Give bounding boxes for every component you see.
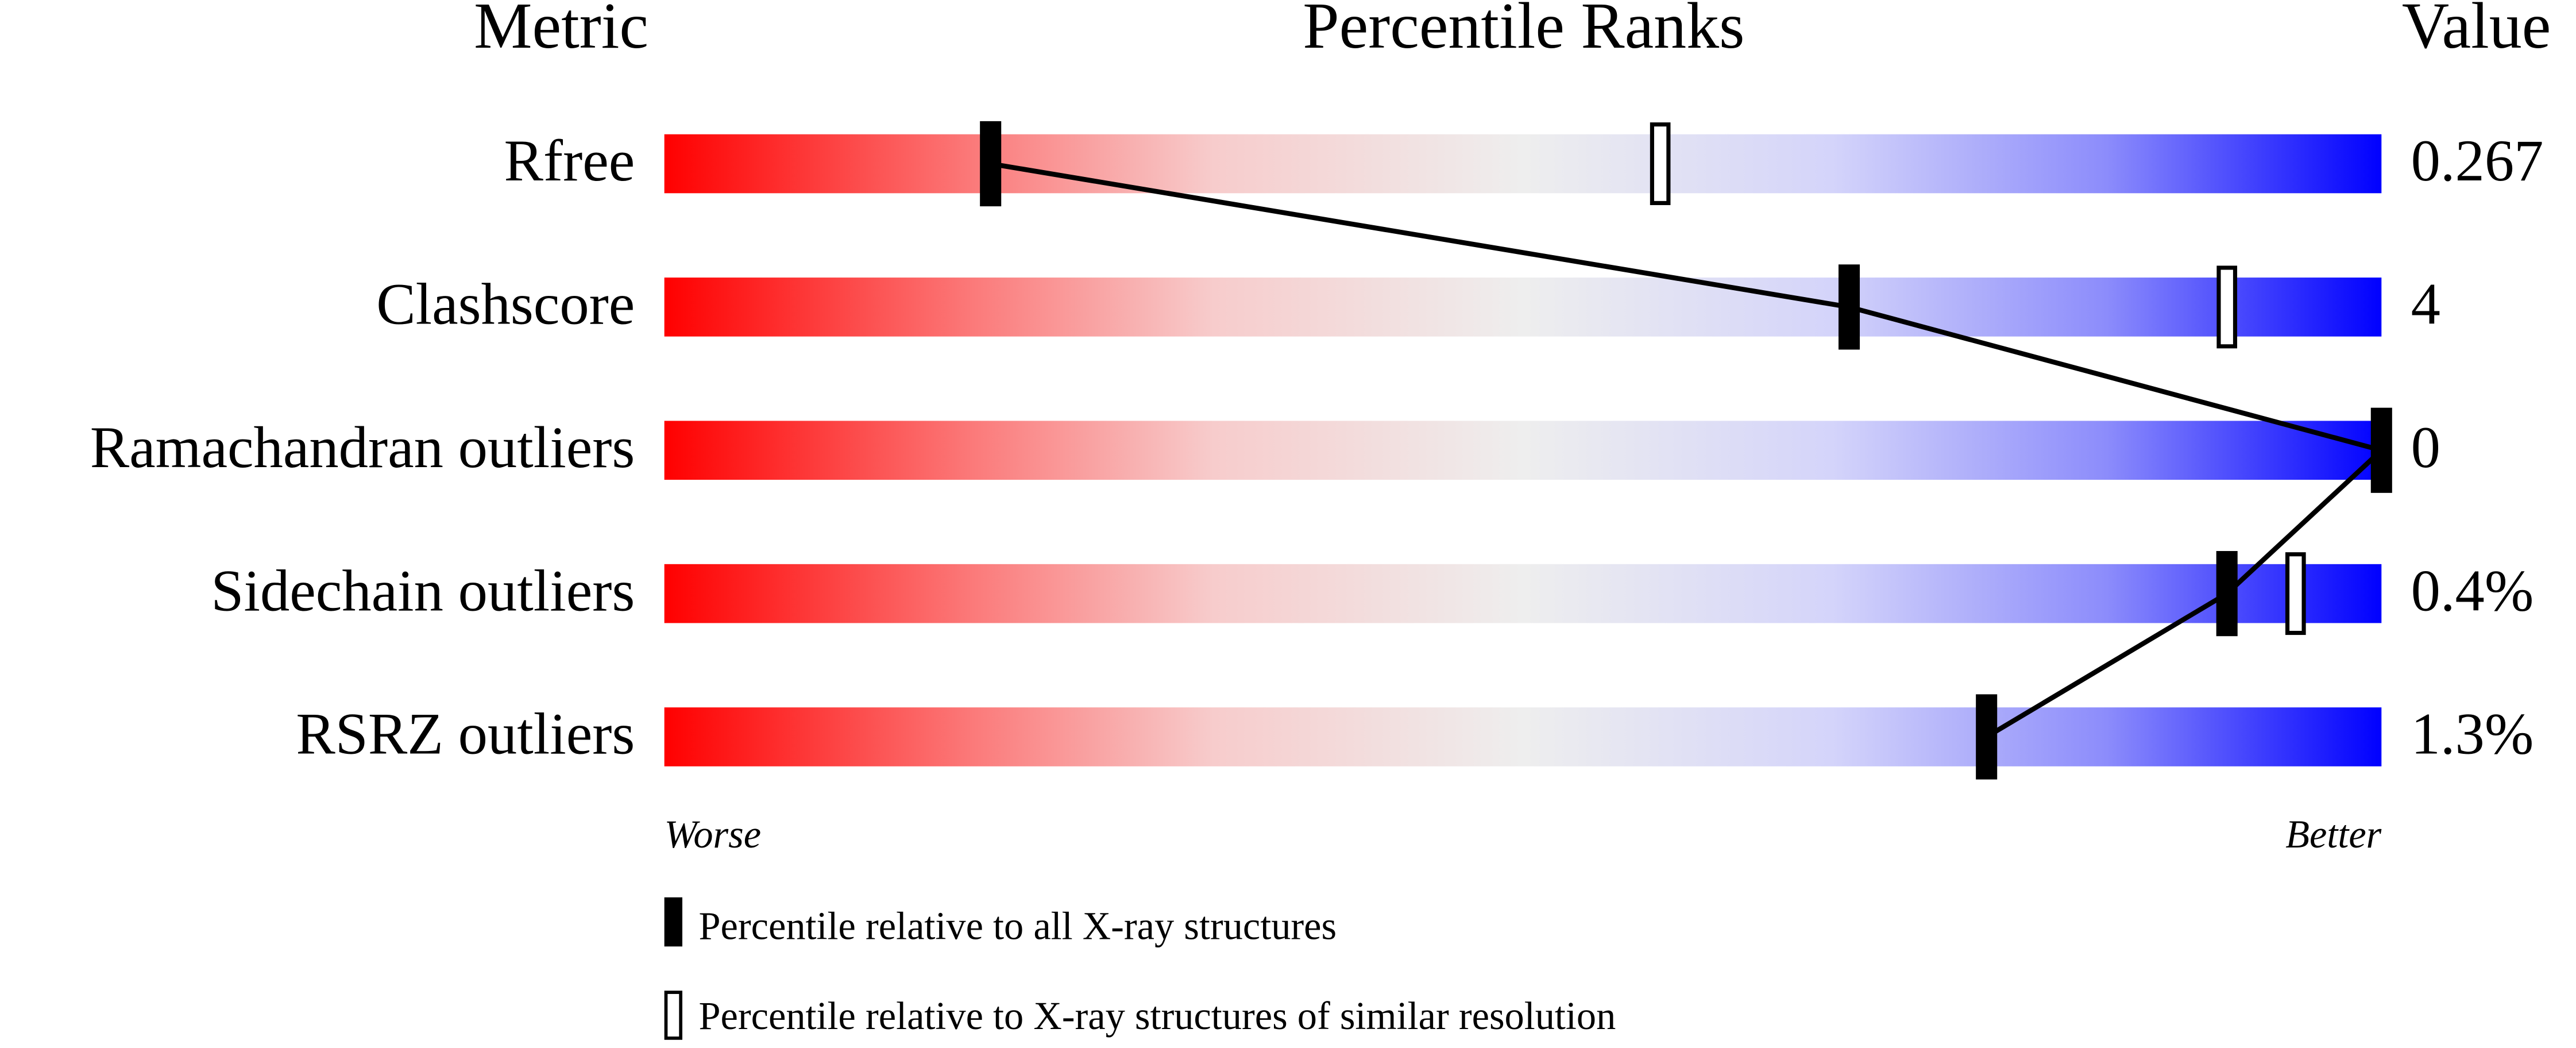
metric-value: 0 [2411, 415, 2440, 480]
worse-label: Worse [665, 812, 761, 856]
legend-label: Percentile relative to X-ray structures … [698, 994, 1616, 1038]
metric-label: Rfree [504, 129, 635, 194]
percentile-bar [664, 564, 2382, 623]
header-percentile: Percentile Ranks [1303, 0, 1744, 62]
absolute-marker [2370, 407, 2392, 493]
header-metric: Metric [474, 0, 648, 62]
absolute-marker [980, 121, 1002, 207]
absolute-marker [2216, 551, 2238, 637]
absolute-marker [1838, 264, 1860, 350]
metric-value: 0.267 [2411, 129, 2544, 194]
absolute-marker [1976, 694, 1998, 780]
header-value: Value [2402, 0, 2551, 62]
metric-value: 1.3% [2411, 702, 2534, 767]
metric-label: RSRZ outliers [296, 702, 635, 767]
better-label: Better [2285, 812, 2381, 856]
legend-swatch-hollow [664, 991, 683, 1040]
relative-marker [1650, 122, 1671, 205]
percentile-bar [664, 134, 2382, 194]
metric-label: Clashscore [376, 272, 635, 337]
percentile-bar [664, 278, 2382, 337]
legend-swatch-filled [664, 897, 682, 947]
percentile-bar [664, 421, 2382, 480]
metric-value: 0.4% [2411, 558, 2534, 623]
metric-value: 4 [2411, 272, 2440, 337]
relative-marker [2216, 265, 2238, 349]
percentile-bar [664, 707, 2382, 766]
legend-label: Percentile relative to all X-ray structu… [698, 904, 1337, 947]
relative-marker [2285, 552, 2306, 635]
metric-label: Ramachandran outliers [90, 415, 635, 480]
metric-label: Sidechain outliers [211, 558, 635, 623]
